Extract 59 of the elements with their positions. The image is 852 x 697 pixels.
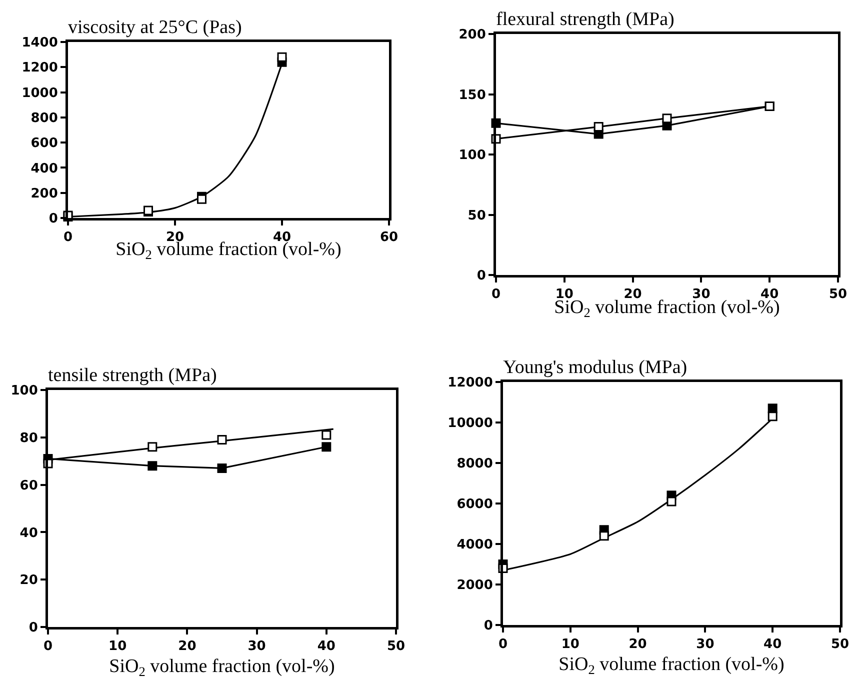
point <box>197 194 206 204</box>
x-tick-label: 30 <box>248 639 266 654</box>
y-tick-label: 80 <box>20 430 38 446</box>
x-tick-label: 20 <box>628 637 647 652</box>
y-tick-label: 20 <box>20 573 38 588</box>
y-tick-label: 8000 <box>456 456 493 472</box>
point <box>322 430 332 440</box>
y-tick-label: 1200 <box>22 60 58 76</box>
x-tick-label: 10 <box>561 637 580 652</box>
y-tick-label: 60 <box>20 478 38 494</box>
point <box>148 461 158 471</box>
point <box>322 442 332 452</box>
x-tick-label: 0 <box>498 637 508 652</box>
y-tick-label: 1400 <box>22 36 58 51</box>
y-tick-label: 100 <box>10 384 38 399</box>
x-tick-label: 40 <box>764 637 782 652</box>
y-tick-label: 200 <box>458 28 486 43</box>
chart-title: viscosity at 25°C (Pas) <box>68 17 242 38</box>
y-tick-label: 0 <box>28 620 38 636</box>
x-tick-label: 0 <box>63 230 73 246</box>
y-tick-label: 6000 <box>456 497 493 512</box>
y-tick-label: 200 <box>30 186 58 202</box>
y-tick-label: 40 <box>20 526 38 541</box>
chart-title: Young's modulus (MPa) <box>503 357 688 378</box>
y-tick-label: 150 <box>458 88 486 103</box>
y-tick-label: 50 <box>468 208 486 224</box>
x-tick-label: 60 <box>380 230 398 246</box>
x-axis-title: SiO$_{2}$ volume fraction (vol-%) <box>558 654 784 678</box>
x-tick-label: 40 <box>317 639 336 654</box>
x-tick-label: 20 <box>178 639 196 654</box>
x-tick-label: 30 <box>696 637 714 652</box>
point <box>217 435 227 445</box>
y-tick-label: 1000 <box>22 86 58 101</box>
point <box>666 496 676 506</box>
point <box>148 442 158 452</box>
point <box>217 463 227 473</box>
point <box>599 531 609 541</box>
y-tick-label: 12000 <box>448 376 493 391</box>
x-axis-title: SiO$_{2}$ volume fraction (vol-%) <box>109 656 335 680</box>
x-tick-label: 50 <box>828 287 848 302</box>
y-tick-label: 4000 <box>456 538 493 553</box>
x-tick-label: 50 <box>830 637 850 652</box>
y-tick-label: 800 <box>30 110 58 126</box>
y-tick-label: 10000 <box>448 416 493 432</box>
x-tick-label: 10 <box>108 639 127 654</box>
y-tick-label: 0 <box>484 618 493 634</box>
point <box>768 412 778 422</box>
chart-title: flexural strength (MPa) <box>496 9 674 30</box>
y-tick-label: 100 <box>458 148 486 164</box>
y-tick-label: 0 <box>476 268 486 284</box>
point <box>662 114 672 124</box>
y-tick-label: 2000 <box>456 578 493 594</box>
y-tick-label: 600 <box>30 136 58 152</box>
point <box>594 122 604 132</box>
chart-title: tensile strength (MPa) <box>48 365 217 386</box>
y-tick-label: 400 <box>30 161 58 176</box>
y-tick-label: 0 <box>48 212 58 227</box>
x-tick-label: 50 <box>386 639 406 654</box>
point <box>277 52 287 62</box>
